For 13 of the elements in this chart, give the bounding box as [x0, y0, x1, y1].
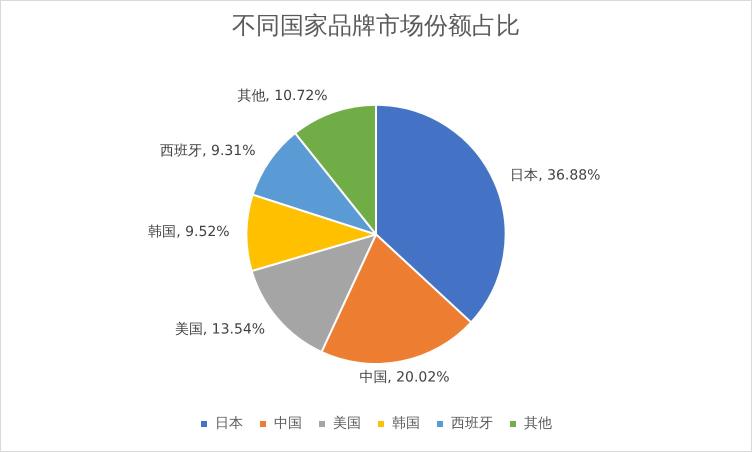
legend-label: 韩国	[392, 416, 420, 432]
data-label: 中国, 20.02%	[359, 370, 450, 386]
chart-title: 不同国家品牌市场份额占比	[232, 12, 520, 40]
legend-label: 美国	[333, 416, 361, 432]
data-label: 日本, 36.88%	[510, 167, 600, 184]
legend-label: 西班牙	[451, 416, 493, 432]
legend-label: 中国	[274, 416, 302, 432]
data-label: 西班牙, 9.31%	[160, 142, 256, 159]
data-label: 韩国, 9.52%	[148, 224, 230, 240]
data-label: 其他, 10.72%	[237, 88, 328, 104]
legend-label: 日本	[215, 416, 243, 432]
data-label: 美国, 13.54%	[174, 322, 266, 338]
legend-label: 其他	[524, 416, 552, 432]
